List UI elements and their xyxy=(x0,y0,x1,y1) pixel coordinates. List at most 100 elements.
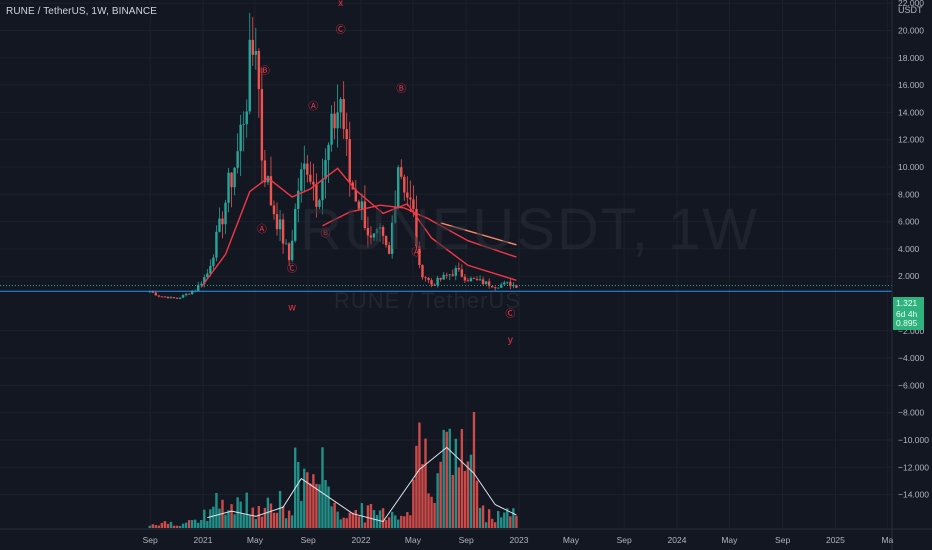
wave-label: Ⓒ xyxy=(336,24,346,36)
x-tick-label: 2023 xyxy=(510,535,529,545)
candle-body xyxy=(257,50,261,90)
candle-body xyxy=(215,231,218,258)
volume-bar xyxy=(430,496,433,528)
candle-body xyxy=(497,287,500,289)
candle-body xyxy=(300,169,303,191)
candle-body xyxy=(460,269,464,277)
candle-body xyxy=(239,124,242,152)
ref-price-tag: 0.895 xyxy=(893,318,924,329)
volume-bar xyxy=(448,428,451,528)
volume-bar xyxy=(157,525,161,528)
volume-bar xyxy=(197,522,200,528)
wave-label: Ⓑ xyxy=(396,83,406,95)
candle-body xyxy=(263,160,267,183)
candle-body xyxy=(363,201,367,229)
volume-bar xyxy=(421,463,424,528)
x-tick-label: 2024 xyxy=(668,535,687,545)
candle-body xyxy=(233,167,236,188)
candle-body xyxy=(200,283,203,285)
wave-label: Ⓑ xyxy=(321,228,331,240)
volume-bar xyxy=(321,447,324,528)
volume-bar xyxy=(487,509,491,528)
volume-bar xyxy=(281,506,285,528)
candle-body xyxy=(242,124,245,125)
volume-bar xyxy=(506,508,509,528)
candle-body xyxy=(260,89,264,161)
candle-body xyxy=(493,287,497,289)
candle-body xyxy=(390,222,394,254)
y-tick-label: 10.000 xyxy=(898,162,924,172)
candle-body xyxy=(324,160,327,180)
volume-bar xyxy=(378,510,382,528)
volume-bar xyxy=(345,518,348,528)
y-tick-label: −2.000 xyxy=(898,326,925,336)
watermark-symbol: RUNEUSDT, 1W xyxy=(300,197,760,262)
volume-bar xyxy=(484,522,488,528)
candle-body xyxy=(269,176,273,206)
candle-body xyxy=(500,284,503,288)
volume-bar xyxy=(224,514,227,528)
volume-bar xyxy=(515,515,518,528)
candle-body xyxy=(236,151,239,168)
volume-bar xyxy=(442,429,445,528)
wave-label: Ⓒ xyxy=(287,263,297,275)
candle-body xyxy=(303,163,306,170)
volume-bar xyxy=(439,461,442,528)
volume-bar xyxy=(324,479,327,528)
candle-body xyxy=(478,279,482,281)
volume-bar xyxy=(263,507,267,528)
volume-bar xyxy=(309,483,312,528)
volume-bar xyxy=(348,512,351,528)
volume-bar xyxy=(187,520,191,528)
x-tick-label: Sep xyxy=(301,535,316,545)
volume-bar xyxy=(400,515,403,528)
volume-bar xyxy=(363,522,367,528)
candle-body xyxy=(181,295,185,298)
volume-bar xyxy=(381,508,385,528)
x-tick-label: 2025 xyxy=(826,535,845,545)
candle-body xyxy=(430,280,433,285)
volume-bar xyxy=(427,493,430,528)
volume-bar xyxy=(218,508,221,528)
volume-bar xyxy=(312,474,315,528)
volume-bar xyxy=(172,525,176,528)
volume-bar xyxy=(406,512,409,528)
moving-average-line xyxy=(440,222,517,246)
candle-body xyxy=(342,98,345,130)
volume-bar xyxy=(369,504,373,528)
volume-bar xyxy=(269,503,273,528)
volume-bar xyxy=(472,412,476,528)
volume-bar xyxy=(278,490,282,528)
volume-bar xyxy=(181,523,185,528)
candle-body xyxy=(278,219,282,230)
volume-bar xyxy=(287,510,291,528)
y-tick-label: −8.000 xyxy=(898,408,925,418)
candle-body xyxy=(415,208,418,247)
candle-body xyxy=(327,144,330,161)
volume-bar xyxy=(200,519,203,528)
candle-body xyxy=(357,201,361,209)
wave-label: Ⓐ xyxy=(257,224,267,236)
volume-bar xyxy=(272,512,276,528)
candle-body xyxy=(281,219,285,244)
volume-bar xyxy=(242,514,245,528)
candle-body xyxy=(503,282,506,285)
candle-body xyxy=(297,190,300,209)
x-tick-label: Sep xyxy=(459,535,474,545)
moving-averages xyxy=(200,167,517,288)
x-tick-label: Sep xyxy=(617,535,632,545)
volume-bar xyxy=(457,467,461,528)
volume-bar xyxy=(454,438,457,528)
volume-bar xyxy=(166,523,170,528)
candle-body xyxy=(187,293,191,295)
candle-body xyxy=(472,278,476,280)
candle-body xyxy=(387,245,391,254)
candle-body xyxy=(421,265,424,278)
volume-bar xyxy=(257,505,261,528)
candle-body xyxy=(375,228,379,234)
candle-body xyxy=(206,273,209,278)
x-tick-label: Ma xyxy=(881,535,893,545)
volume-bar xyxy=(397,519,400,528)
candle-body xyxy=(466,280,470,282)
